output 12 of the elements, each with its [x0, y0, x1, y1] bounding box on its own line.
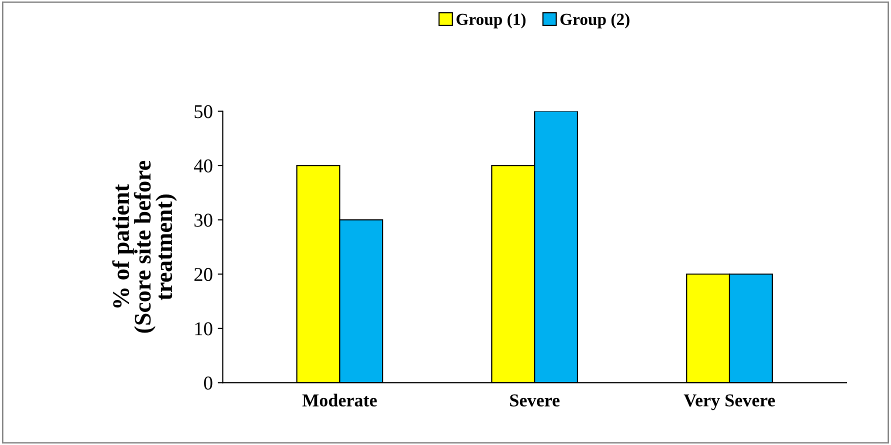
y-tick-label: 30: [194, 214, 212, 227]
y-axis-title: % of patient (Score site before treatment): [112, 160, 177, 333]
y-tick-label: 0: [204, 376, 212, 390]
y-tick-label: 10: [195, 322, 212, 336]
x-tick-label: Severe: [510, 394, 560, 407]
x-tick-label: Very Severe: [684, 394, 775, 410]
x-tick-label: Moderate: [302, 394, 377, 407]
y-tick-label: 40: [194, 159, 212, 172]
legend-label: Group (2): [560, 13, 630, 28]
y-tick-label: 20: [194, 268, 212, 282]
legend-label: Group (1): [456, 13, 526, 28]
y-tick-label: 50: [194, 105, 212, 118]
